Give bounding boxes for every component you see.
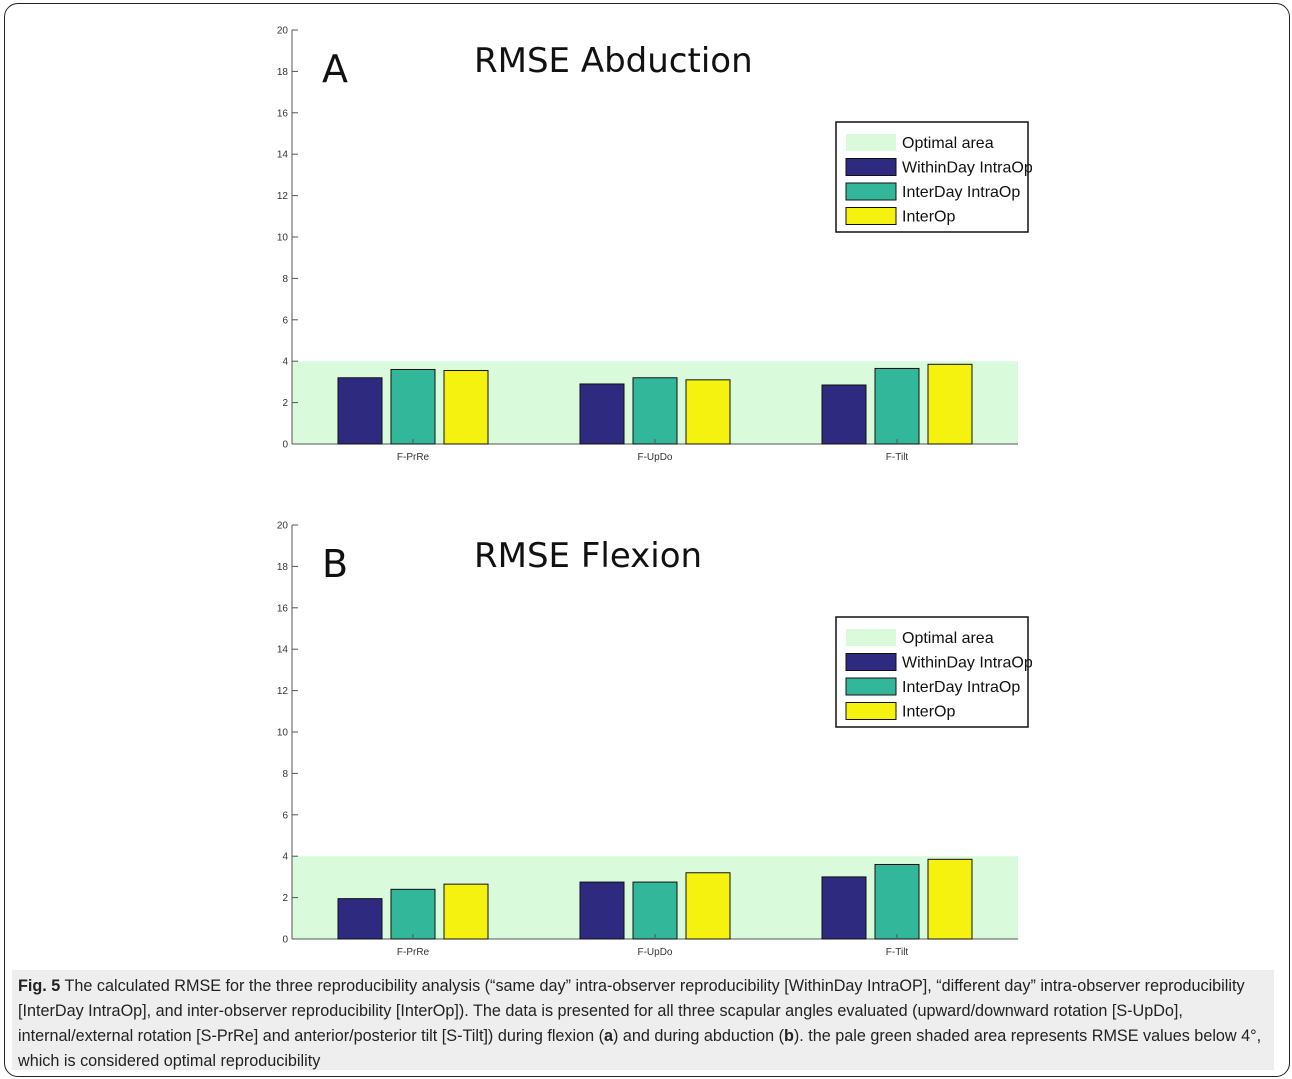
y-tick-label: 8 (282, 769, 288, 780)
caption-text-2: ) and during abduction ( (613, 1027, 784, 1045)
caption-fig-label: Fig. 5 (18, 977, 61, 995)
legend-label: Optimal area (902, 135, 994, 152)
chart-panel-b: 0 2 4 6 8 10 12 14 16 18 20 F-PrRe F-UpDo F-Tilt B RMSE… (277, 521, 1032, 958)
caption-bold-b: b (784, 1027, 794, 1045)
bar (632, 881, 678, 940)
chart-panel-a: 0 2 4 6 8 10 12 14 16 18 20 F-PrRe F-UpDo F-Tilt A RMSE… (277, 26, 1032, 463)
legend: Optimal area WithinDay IntraOp InterDay In… (835, 121, 1032, 233)
y-tick-label: 14 (277, 645, 289, 656)
bar (390, 368, 436, 445)
caption-bold-a: a (604, 1027, 614, 1045)
bar (337, 377, 383, 445)
figure-frame (4, 3, 1290, 1077)
bar (874, 367, 920, 445)
y-tick-label: 20 (277, 26, 289, 37)
bar (632, 377, 678, 445)
y-tick-label: 12 (277, 191, 289, 202)
y-tick-label: 4 (282, 357, 288, 368)
y-tick-label: 8 (282, 274, 288, 285)
bar (390, 888, 436, 940)
panel-letter: A (322, 47, 348, 91)
x-tick-label: F-PrRe (397, 947, 430, 957)
legend-label: InterDay IntraOp (902, 679, 1020, 696)
bar (337, 898, 383, 940)
chart-title: RMSE Abduction (474, 41, 753, 81)
y-tick-label: 6 (282, 315, 288, 326)
bar (443, 883, 489, 940)
caption-text-1: The calculated RMSE for the three reprod… (18, 977, 1245, 1045)
y-tick-label: 20 (277, 521, 289, 532)
legend-swatch (846, 629, 896, 646)
figure-caption: Fig. 5 The calculated RMSE for the three… (12, 970, 1274, 1070)
x-tick-label: F-UpDo (637, 947, 672, 957)
legend-swatch (846, 134, 896, 151)
y-tick-label: 6 (282, 810, 288, 821)
bar (579, 383, 625, 445)
y-tick-label: 2 (282, 893, 288, 904)
caption-text-3: ). the pale green shaded area represents… (18, 1027, 1262, 1070)
bar (821, 384, 867, 445)
x-tick-label: F-UpDo (637, 452, 672, 462)
x-tick-label: F-Tilt (886, 452, 909, 462)
y-tick-label: 0 (282, 935, 288, 946)
legend-label: InterDay IntraOp (902, 184, 1020, 201)
legend-swatch (845, 158, 897, 176)
y-tick-label: 16 (277, 108, 289, 119)
y-tick-label: 12 (277, 686, 289, 697)
x-tick-label: F-Tilt (886, 947, 909, 957)
y-tick-label: 10 (277, 728, 289, 739)
x-tick-label: F-PrRe (397, 452, 430, 462)
legend-label: InterOp (902, 209, 955, 226)
bar (579, 881, 625, 940)
bar (927, 858, 973, 940)
y-tick-label: 10 (277, 233, 289, 244)
y-tick-label: 18 (277, 562, 289, 573)
y-tick-label: 18 (277, 67, 289, 78)
bar (685, 872, 731, 940)
legend-label: InterOp (902, 704, 955, 721)
legend-swatch (845, 677, 897, 696)
bar (927, 363, 973, 445)
chart-title: RMSE Flexion (474, 536, 702, 576)
legend-swatch (845, 182, 897, 201)
legend-swatch (845, 653, 897, 671)
panel-letter: B (322, 542, 348, 586)
legend: Optimal area WithinDay IntraOp InterDay In… (835, 616, 1032, 728)
legend-swatch (845, 702, 897, 720)
y-tick-label: 16 (277, 603, 289, 614)
bar (821, 876, 867, 940)
y-tick-label: 2 (282, 398, 288, 409)
bar (443, 370, 489, 445)
legend-label: WithinDay IntraOp (902, 655, 1032, 672)
legend-swatch (845, 207, 897, 225)
legend-label: WithinDay IntraOp (902, 160, 1032, 177)
y-tick-label: 0 (282, 440, 288, 451)
bar (874, 863, 920, 940)
y-tick-label: 14 (277, 150, 289, 161)
legend-label: Optimal area (902, 630, 994, 647)
y-tick-label: 4 (282, 852, 288, 863)
bar (685, 379, 731, 445)
